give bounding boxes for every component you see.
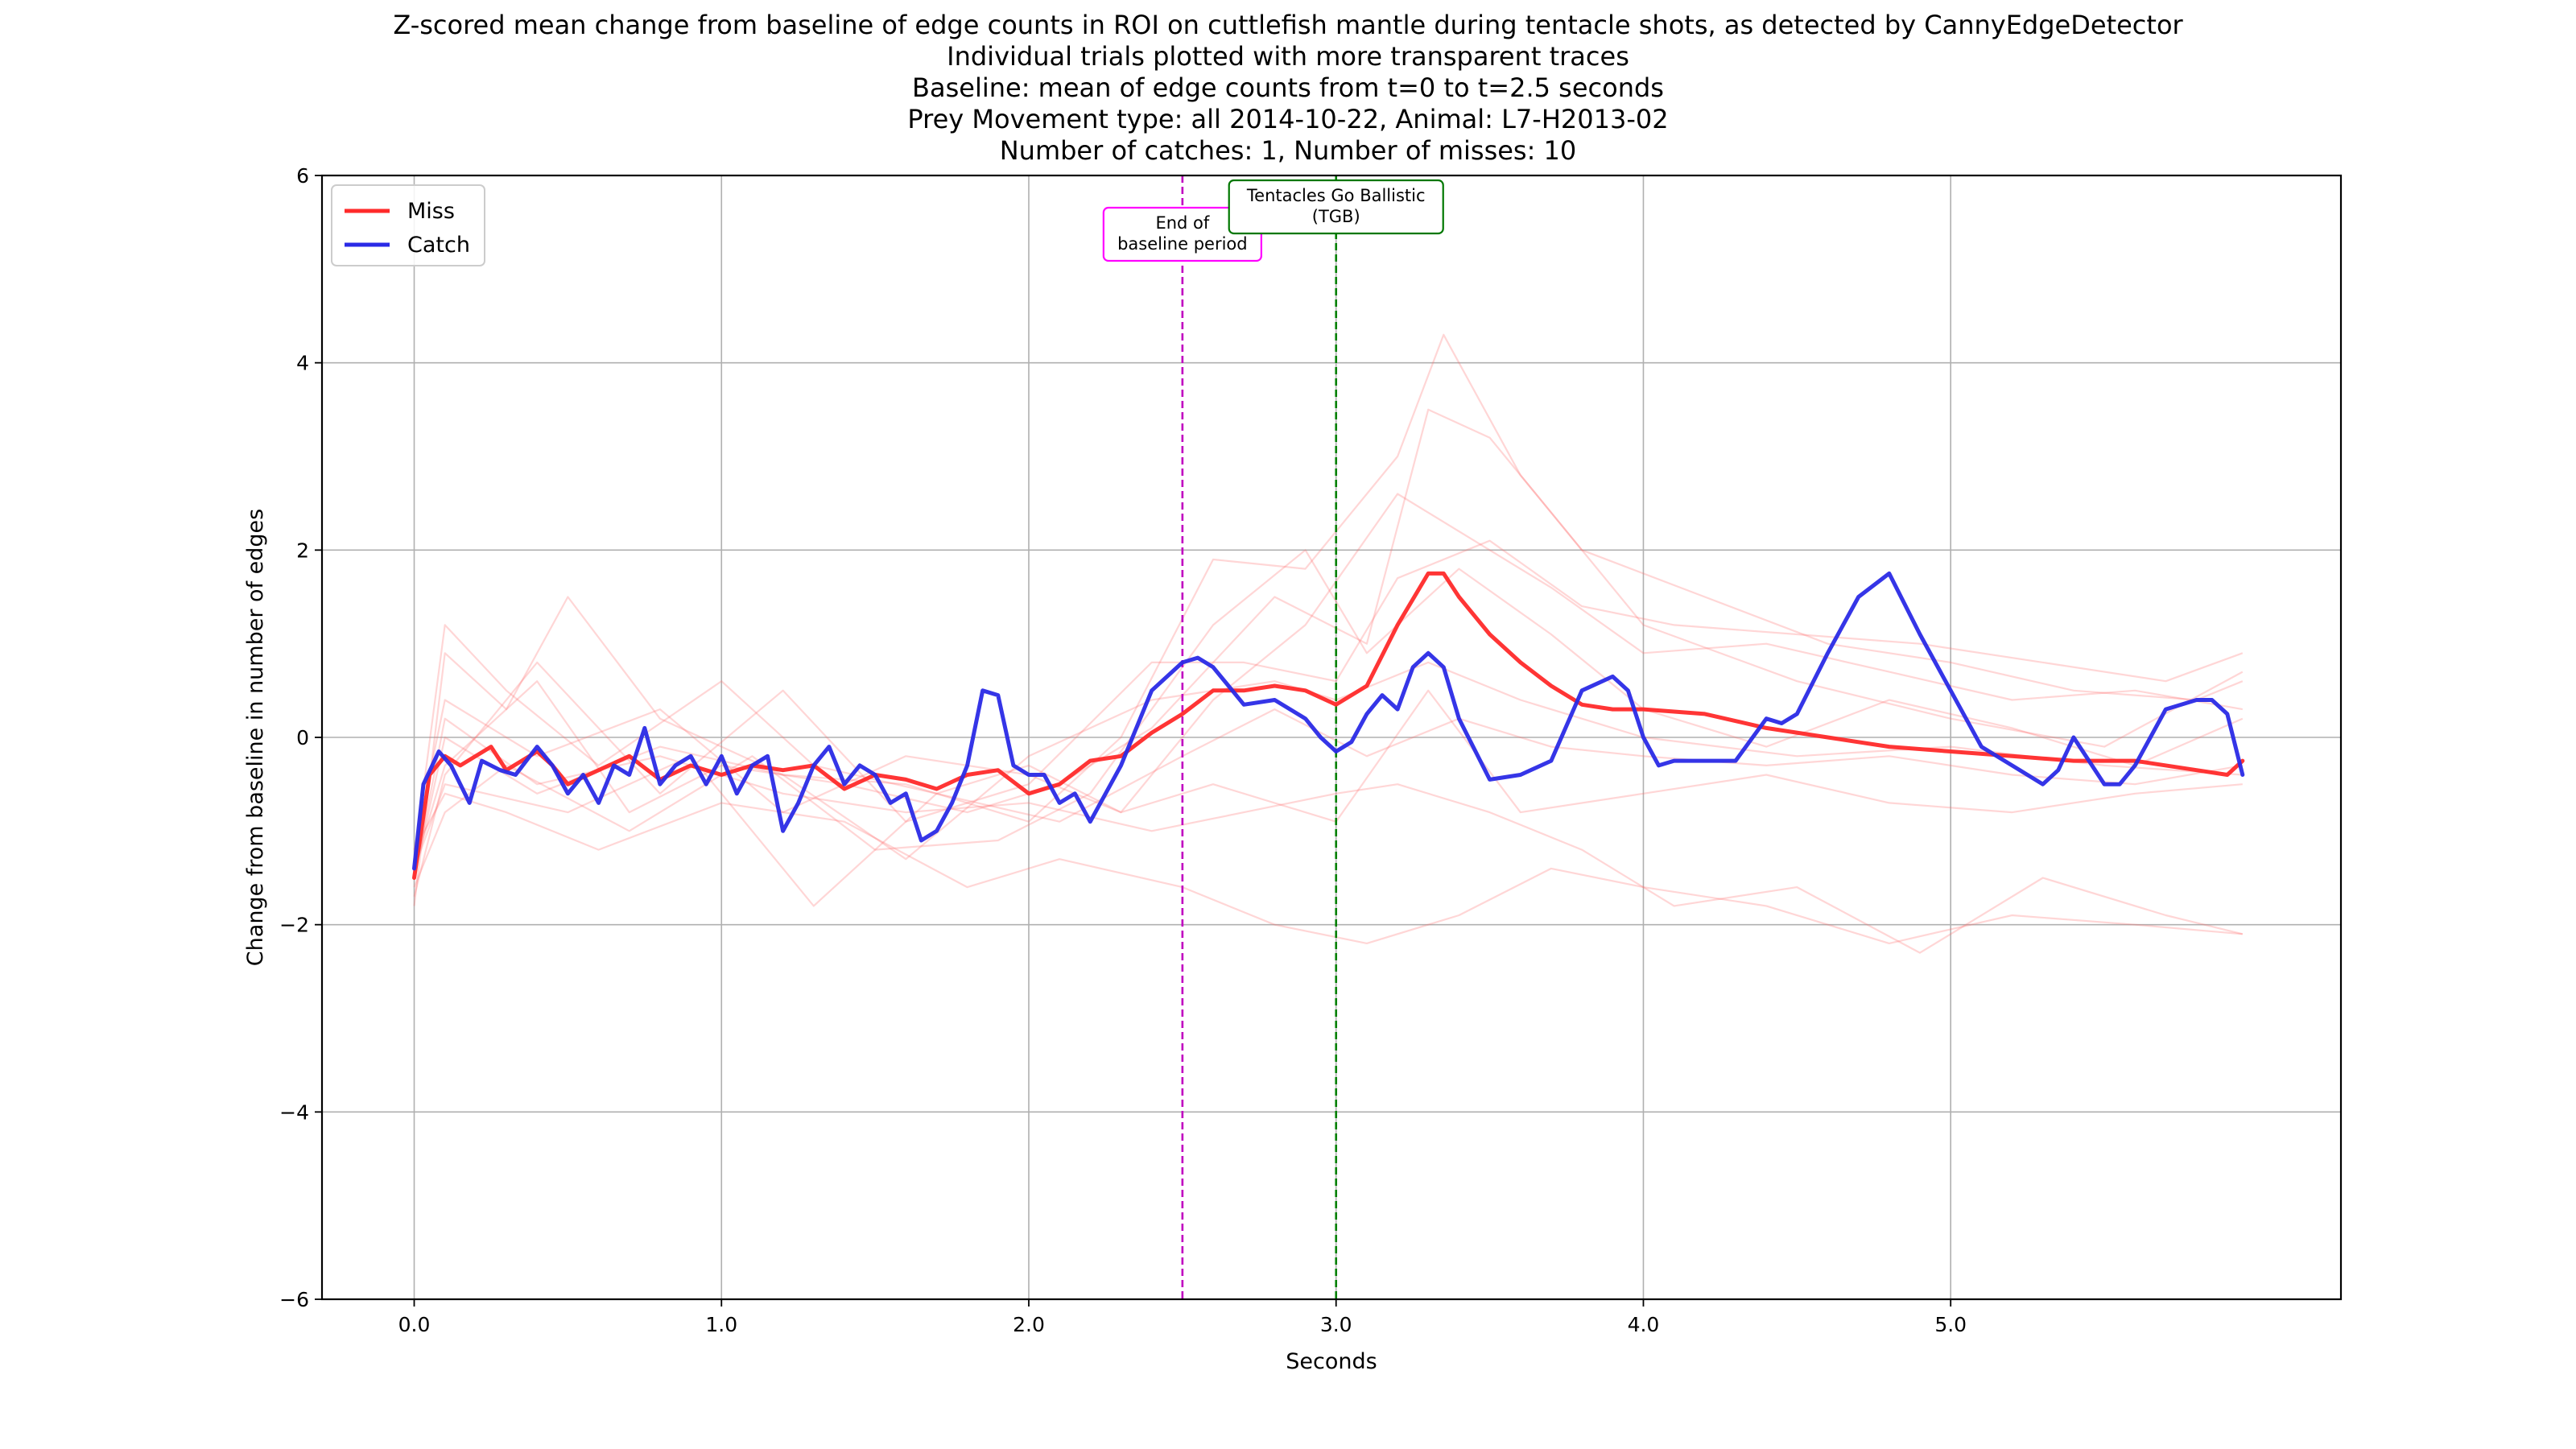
individual-trial-traces xyxy=(413,333,2244,954)
legend-label-catch: Catch xyxy=(407,233,470,258)
event-annotation-text-2-1: Tentacles Go Ballistic xyxy=(1246,186,1426,205)
series-line-catch xyxy=(412,571,2245,871)
event-annotation-text-1-1: End of xyxy=(1155,213,1209,233)
individual-trial-trace-3 xyxy=(413,717,2244,954)
individual-trial-trace-2 xyxy=(413,792,2243,944)
y-tick-label-0: −6 xyxy=(279,1288,309,1311)
individual-trial-trace-1 xyxy=(413,333,2244,906)
individual-trial-trace-5 xyxy=(413,408,2244,869)
individual-trial-trace-9 xyxy=(413,708,2243,907)
chart-title-line-1: Z-scored mean change from baseline of ed… xyxy=(393,10,2183,40)
x-tick-label-2: 2.0 xyxy=(1013,1313,1045,1336)
y-tick-label-5: 4 xyxy=(296,352,309,375)
event-annotation-text-1-2: baseline period xyxy=(1117,234,1248,254)
event-annotation-2: Tentacles Go Ballistic (TGB) xyxy=(1228,179,1444,235)
legend: Miss Catch xyxy=(331,184,485,266)
chart-title-line-5: Number of catches: 1, Number of misses: … xyxy=(999,135,1577,166)
individual-trial-trace-8 xyxy=(413,539,2244,898)
x-tick-label-1: 1.0 xyxy=(705,1313,737,1336)
y-tick-label-1: −4 xyxy=(279,1100,309,1124)
series-line-miss xyxy=(412,571,2245,880)
y-tick-label-6: 6 xyxy=(296,164,309,188)
legend-label-miss: Miss xyxy=(407,199,455,224)
x-tick-label-0: 0.0 xyxy=(398,1313,431,1336)
x-axis-label: Seconds xyxy=(1286,1349,1377,1374)
y-tick-label-4: 2 xyxy=(296,539,309,562)
individual-trial-trace-4 xyxy=(413,493,2243,860)
chart-title-line-3: Baseline: mean of edge counts from t=0 t… xyxy=(912,72,1664,103)
y-tick-label-3: 0 xyxy=(296,726,309,749)
x-tick-label-5: 5.0 xyxy=(1934,1313,1967,1336)
individual-trial-trace-6 xyxy=(413,549,2244,888)
axis-ticks: 0.0 1.0 2.0 3.0 4.0 5.0 −6 −4 −2 0 2 4 6 xyxy=(279,164,1967,1336)
individual-trial-trace-7 xyxy=(413,689,2243,850)
y-axis-label: Change from baseline in number of edges xyxy=(243,509,268,966)
event-annotation-text-2-2: (TGB) xyxy=(1312,207,1360,226)
y-tick-label-2: −2 xyxy=(279,914,309,937)
event-annotation-box-2 xyxy=(1228,179,1444,235)
chart-title-line-2: Individual trials plotted with more tran… xyxy=(947,41,1629,72)
event-lines xyxy=(1181,175,1338,1299)
x-tick-label-4: 4.0 xyxy=(1628,1313,1660,1336)
chart-title-line-4: Prey Movement type: all 2014-10-22, Anim… xyxy=(907,104,1669,134)
x-tick-label-3: 3.0 xyxy=(1320,1313,1352,1336)
mean-series xyxy=(412,571,2245,880)
